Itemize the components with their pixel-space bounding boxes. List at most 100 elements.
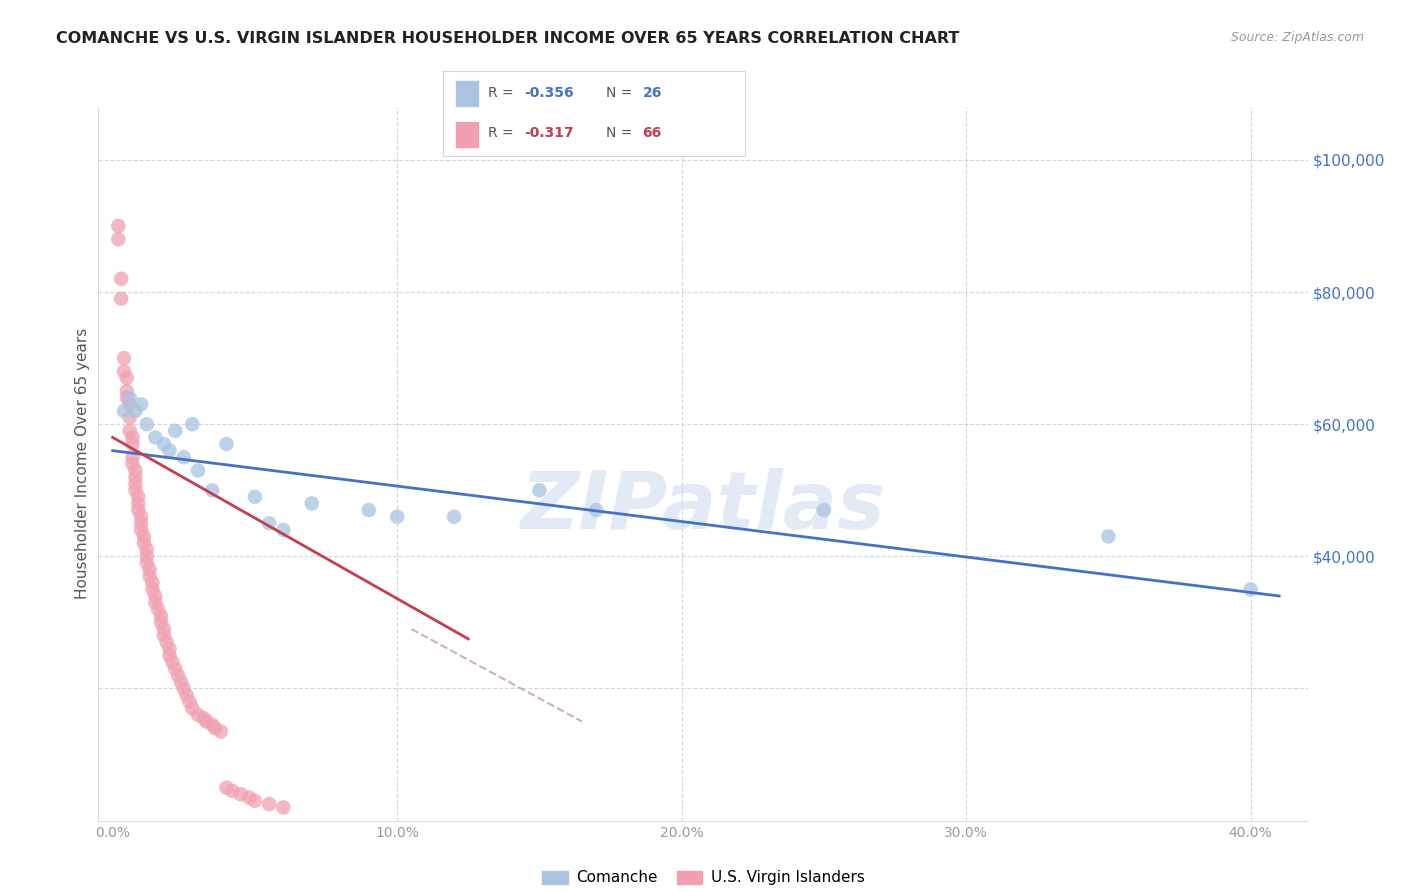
Point bbox=[238, 790, 260, 805]
Point bbox=[204, 721, 226, 735]
Point bbox=[112, 404, 135, 418]
Point bbox=[301, 496, 323, 510]
Point bbox=[143, 430, 166, 444]
Point bbox=[813, 503, 835, 517]
Point bbox=[357, 503, 380, 517]
Text: -0.356: -0.356 bbox=[524, 86, 574, 100]
Point bbox=[150, 608, 173, 623]
Point bbox=[115, 384, 138, 399]
Point bbox=[132, 529, 155, 543]
Point bbox=[187, 463, 209, 477]
Text: R =: R = bbox=[488, 86, 519, 100]
Point bbox=[107, 232, 129, 246]
Point bbox=[229, 787, 252, 801]
Point bbox=[135, 542, 157, 557]
Point bbox=[195, 714, 218, 729]
Point bbox=[243, 490, 266, 504]
Point bbox=[273, 523, 295, 537]
Point bbox=[115, 371, 138, 385]
Point bbox=[138, 563, 160, 577]
Point bbox=[167, 668, 190, 682]
Text: N =: N = bbox=[606, 86, 637, 100]
FancyBboxPatch shape bbox=[456, 80, 479, 107]
Point bbox=[115, 391, 138, 405]
Point bbox=[127, 490, 149, 504]
Point bbox=[159, 443, 181, 458]
Point bbox=[257, 516, 280, 531]
Point bbox=[143, 589, 166, 603]
Point bbox=[165, 424, 187, 438]
Point bbox=[127, 496, 149, 510]
Point bbox=[135, 556, 157, 570]
Point bbox=[118, 424, 141, 438]
Point bbox=[243, 794, 266, 808]
Text: COMANCHE VS U.S. VIRGIN ISLANDER HOUSEHOLDER INCOME OVER 65 YEARS CORRELATION CH: COMANCHE VS U.S. VIRGIN ISLANDER HOUSEHO… bbox=[56, 31, 960, 46]
Point bbox=[127, 503, 149, 517]
Point bbox=[201, 718, 224, 732]
Point bbox=[165, 662, 187, 676]
Point bbox=[273, 800, 295, 814]
Point bbox=[118, 391, 141, 405]
Point bbox=[121, 437, 143, 451]
Point bbox=[124, 404, 146, 418]
Point bbox=[129, 397, 152, 411]
Point bbox=[124, 463, 146, 477]
Point bbox=[1240, 582, 1263, 597]
Point bbox=[153, 622, 176, 636]
Point bbox=[141, 575, 163, 590]
Point bbox=[143, 596, 166, 610]
Point bbox=[176, 688, 198, 702]
Point bbox=[124, 476, 146, 491]
Text: Source: ZipAtlas.com: Source: ZipAtlas.com bbox=[1230, 31, 1364, 45]
Point bbox=[153, 629, 176, 643]
Point bbox=[173, 450, 195, 465]
Point bbox=[257, 797, 280, 811]
Point bbox=[118, 410, 141, 425]
Point bbox=[1097, 529, 1119, 543]
Point bbox=[181, 417, 204, 432]
Point bbox=[129, 523, 152, 537]
Point bbox=[112, 364, 135, 378]
Point bbox=[215, 437, 238, 451]
Point bbox=[193, 711, 215, 725]
Point bbox=[181, 701, 204, 715]
Point bbox=[179, 695, 201, 709]
Text: N =: N = bbox=[606, 127, 637, 140]
Point bbox=[138, 569, 160, 583]
Point bbox=[173, 681, 195, 696]
Point bbox=[129, 516, 152, 531]
Point bbox=[150, 615, 173, 630]
Point bbox=[110, 272, 132, 286]
Point bbox=[132, 536, 155, 550]
Text: R =: R = bbox=[488, 127, 519, 140]
Point bbox=[159, 648, 181, 663]
Point bbox=[585, 503, 607, 517]
Point bbox=[141, 582, 163, 597]
Point bbox=[443, 509, 465, 524]
Point bbox=[107, 219, 129, 233]
Point bbox=[162, 655, 184, 669]
Point bbox=[135, 417, 157, 432]
Point bbox=[129, 509, 152, 524]
Point bbox=[201, 483, 224, 498]
Text: 26: 26 bbox=[643, 86, 662, 100]
Text: -0.317: -0.317 bbox=[524, 127, 574, 140]
Point bbox=[187, 707, 209, 722]
Point bbox=[112, 351, 135, 365]
Point bbox=[159, 641, 181, 656]
Text: 66: 66 bbox=[643, 127, 662, 140]
Point bbox=[135, 549, 157, 564]
Point bbox=[121, 457, 143, 471]
Point bbox=[385, 509, 408, 524]
Point bbox=[221, 784, 243, 798]
Point bbox=[118, 397, 141, 411]
Point bbox=[121, 450, 143, 465]
Point bbox=[121, 430, 143, 444]
Point bbox=[215, 780, 238, 795]
Point bbox=[153, 437, 176, 451]
FancyBboxPatch shape bbox=[456, 120, 479, 147]
Point bbox=[124, 470, 146, 484]
Point bbox=[529, 483, 551, 498]
Point bbox=[209, 724, 232, 739]
Text: ZIPatlas: ZIPatlas bbox=[520, 467, 886, 546]
